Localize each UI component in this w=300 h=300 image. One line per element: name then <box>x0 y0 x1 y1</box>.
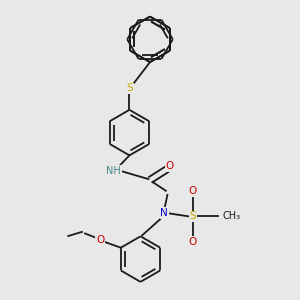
Text: O: O <box>96 235 104 245</box>
Text: O: O <box>189 186 197 196</box>
Text: O: O <box>189 237 197 247</box>
Text: NH: NH <box>106 166 121 176</box>
Text: N: N <box>160 208 168 218</box>
Text: S: S <box>126 83 133 93</box>
Text: CH₃: CH₃ <box>223 212 241 221</box>
Text: S: S <box>189 212 196 221</box>
Text: O: O <box>166 161 174 171</box>
